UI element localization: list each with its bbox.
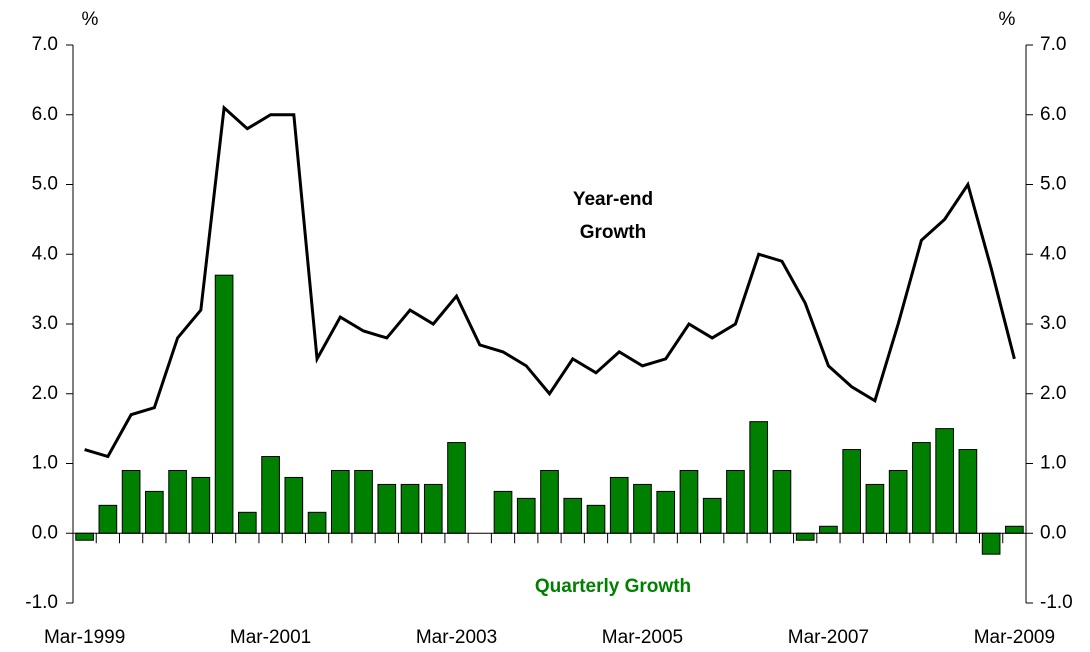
x-tick-label: Mar-2003 [416,627,497,648]
bar [284,476,304,534]
y2-tick-label: 6.0 [1040,104,1066,125]
y2-tick-label: 5.0 [1040,174,1066,195]
annotation: Year-end [573,189,653,210]
bar [121,469,141,534]
bar [261,456,280,534]
bar [540,469,559,534]
line [84,104,1016,459]
bar [307,511,327,534]
bar [168,469,187,534]
bar [400,483,420,534]
y-tick-label: 5.0 [32,174,58,195]
bar [679,469,699,534]
y-tick-label: 3.0 [32,313,58,334]
annotation: Quarterly Growth [535,576,691,597]
bar [330,469,350,534]
bar [819,525,838,534]
bar [656,490,676,534]
bar [726,469,745,534]
y-tick-label: 7.0 [32,34,58,55]
bar [423,483,443,534]
y2-tick-label: 1.0 [1040,453,1066,474]
bar [749,421,769,534]
bar [795,532,815,541]
y2-tick-label: 0.0 [1040,522,1066,543]
x-tick-label: Mar-2009 [974,627,1055,648]
bar [865,483,885,534]
y-tick-label: 2.0 [32,383,58,404]
y-unit: % [82,9,99,30]
bar [237,511,257,534]
bar [935,428,954,534]
bar [702,497,722,534]
bar [191,476,211,534]
bar [1005,525,1024,534]
bar [842,449,862,534]
y-tick-label: 0.0 [32,522,58,543]
bar [447,442,466,534]
bar [98,504,118,534]
bar [912,442,931,534]
y2-tick-label: 4.0 [1040,243,1066,264]
bar [377,483,397,534]
bar [75,532,94,541]
x-tick-label: Mar-2007 [788,627,869,648]
bar [609,476,629,534]
bar [214,274,234,534]
y2-tick-label: 3.0 [1040,313,1066,334]
x-tick-label: Mar-2001 [230,627,311,648]
y2-tick-label: 7.0 [1040,34,1066,55]
y-tick-label: -1.0 [25,592,58,613]
bar [981,532,1001,555]
bar [633,483,652,534]
y-tick-label: 6.0 [32,104,58,125]
x-tick-label: Mar-2005 [602,627,683,648]
bar [586,504,606,534]
bar [958,449,978,534]
y2-tick-label: -1.0 [1040,592,1073,613]
bar [516,497,536,534]
y2-tick-label: 2.0 [1040,383,1066,404]
bar [354,469,373,534]
annotation: Growth [580,222,647,243]
bar [772,469,792,534]
y-tick-label: 1.0 [32,453,58,474]
bar [145,490,164,534]
y-tick-label: 4.0 [32,243,58,264]
bar [563,497,583,534]
bar [888,469,908,534]
bar [493,490,513,534]
y2-unit: % [999,9,1016,30]
x-tick-label: Mar-1999 [44,627,125,648]
